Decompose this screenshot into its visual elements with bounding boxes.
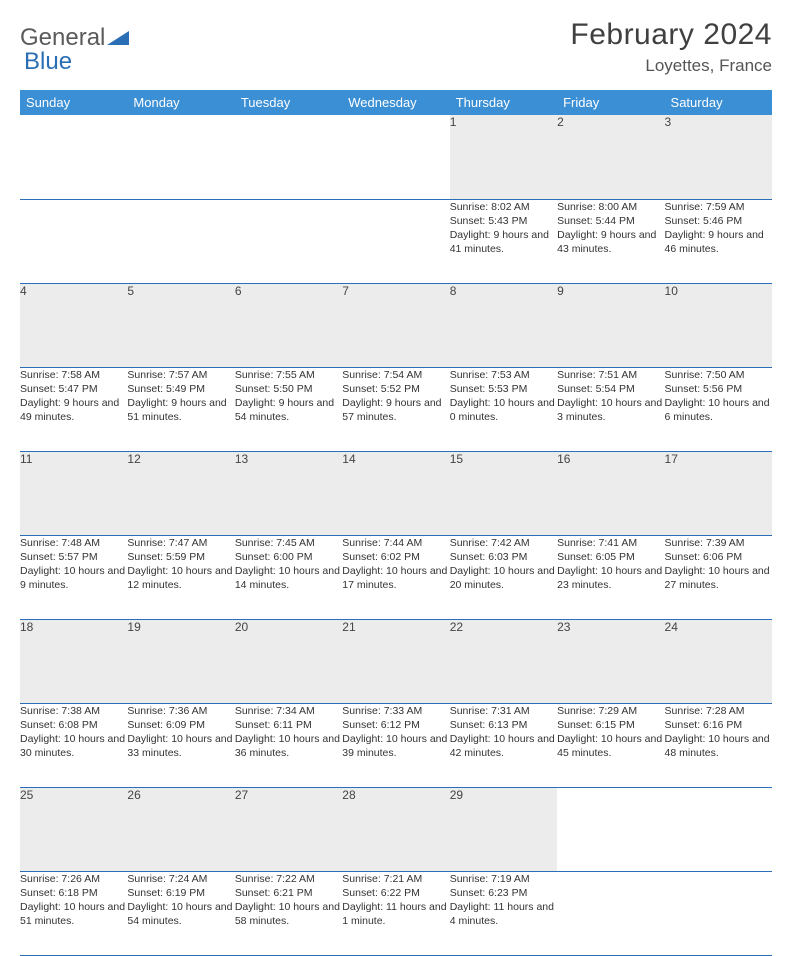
day-detail-cell: [20, 199, 127, 283]
day-detail-cell: Sunrise: 7:41 AMSunset: 6:05 PMDaylight:…: [557, 535, 664, 619]
day-number: [342, 115, 449, 199]
day-detail-cell: Sunrise: 7:36 AMSunset: 6:09 PMDaylight:…: [127, 703, 234, 787]
day-detail-cell: [665, 871, 772, 955]
day-number-row: 11121314151617: [20, 451, 772, 535]
day-detail-cell: Sunrise: 7:31 AMSunset: 6:13 PMDaylight:…: [450, 703, 557, 787]
day-detail-cell: [127, 199, 234, 283]
day-detail-cell: Sunrise: 7:26 AMSunset: 6:18 PMDaylight:…: [20, 871, 127, 955]
day-number: 25: [20, 787, 127, 871]
day-number: 15: [450, 451, 557, 535]
day-number: 22: [450, 619, 557, 703]
day-number: 6: [235, 283, 342, 367]
day-number: 7: [342, 283, 449, 367]
day-detail-cell: Sunrise: 7:34 AMSunset: 6:11 PMDaylight:…: [235, 703, 342, 787]
day-number: 16: [557, 451, 664, 535]
day-number: 4: [20, 283, 127, 367]
day-number: 5: [127, 283, 234, 367]
day-number: 21: [342, 619, 449, 703]
day-number-row: 45678910: [20, 283, 772, 367]
day-number: [557, 787, 664, 871]
day-number: 23: [557, 619, 664, 703]
weekday-header: Monday: [127, 90, 234, 115]
location: Loyettes, France: [570, 56, 772, 76]
day-number-row: 123: [20, 115, 772, 199]
day-detail-cell: Sunrise: 7:47 AMSunset: 5:59 PMDaylight:…: [127, 535, 234, 619]
day-number: 19: [127, 619, 234, 703]
weekday-header: Friday: [557, 90, 664, 115]
weekday-header: Thursday: [450, 90, 557, 115]
day-number: 11: [20, 451, 127, 535]
month-title: February 2024: [570, 18, 772, 52]
weekday-header-row: Sunday Monday Tuesday Wednesday Thursday…: [20, 90, 772, 115]
day-number: 20: [235, 619, 342, 703]
day-detail-cell: Sunrise: 7:19 AMSunset: 6:23 PMDaylight:…: [450, 871, 557, 955]
day-number: 28: [342, 787, 449, 871]
day-number: 9: [557, 283, 664, 367]
logo-text-2: Blue: [24, 48, 72, 76]
day-number: 2: [557, 115, 664, 199]
day-detail-cell: Sunrise: 7:45 AMSunset: 6:00 PMDaylight:…: [235, 535, 342, 619]
day-detail-cell: Sunrise: 7:38 AMSunset: 6:08 PMDaylight:…: [20, 703, 127, 787]
day-detail-cell: [342, 199, 449, 283]
day-number: [20, 115, 127, 199]
day-detail-row: Sunrise: 7:38 AMSunset: 6:08 PMDaylight:…: [20, 703, 772, 787]
day-number: [235, 115, 342, 199]
day-detail-cell: Sunrise: 7:44 AMSunset: 6:02 PMDaylight:…: [342, 535, 449, 619]
day-number: 8: [450, 283, 557, 367]
day-detail-cell: [557, 871, 664, 955]
day-number: 27: [235, 787, 342, 871]
day-detail-cell: Sunrise: 7:33 AMSunset: 6:12 PMDaylight:…: [342, 703, 449, 787]
day-number: 3: [665, 115, 772, 199]
logo: General: [20, 18, 129, 52]
weekday-header: Saturday: [665, 90, 772, 115]
day-number-row: 2526272829: [20, 787, 772, 871]
day-detail-cell: Sunrise: 7:39 AMSunset: 6:06 PMDaylight:…: [665, 535, 772, 619]
day-detail-row: Sunrise: 7:26 AMSunset: 6:18 PMDaylight:…: [20, 871, 772, 955]
calendar-table: Sunday Monday Tuesday Wednesday Thursday…: [20, 90, 772, 956]
day-detail-cell: Sunrise: 7:54 AMSunset: 5:52 PMDaylight:…: [342, 367, 449, 451]
weekday-header: Tuesday: [235, 90, 342, 115]
day-detail-cell: Sunrise: 7:48 AMSunset: 5:57 PMDaylight:…: [20, 535, 127, 619]
day-number: 24: [665, 619, 772, 703]
day-detail-row: Sunrise: 7:58 AMSunset: 5:47 PMDaylight:…: [20, 367, 772, 451]
day-detail-cell: Sunrise: 7:55 AMSunset: 5:50 PMDaylight:…: [235, 367, 342, 451]
day-detail-cell: Sunrise: 7:24 AMSunset: 6:19 PMDaylight:…: [127, 871, 234, 955]
day-detail-cell: Sunrise: 7:58 AMSunset: 5:47 PMDaylight:…: [20, 367, 127, 451]
day-detail-cell: Sunrise: 7:59 AMSunset: 5:46 PMDaylight:…: [665, 199, 772, 283]
day-number: 14: [342, 451, 449, 535]
day-detail-cell: Sunrise: 7:57 AMSunset: 5:49 PMDaylight:…: [127, 367, 234, 451]
day-detail-cell: Sunrise: 7:28 AMSunset: 6:16 PMDaylight:…: [665, 703, 772, 787]
day-number: 1: [450, 115, 557, 199]
day-number: [127, 115, 234, 199]
day-detail-cell: Sunrise: 7:29 AMSunset: 6:15 PMDaylight:…: [557, 703, 664, 787]
header: General February 2024 Loyettes, France: [20, 18, 772, 76]
day-detail-row: Sunrise: 8:02 AMSunset: 5:43 PMDaylight:…: [20, 199, 772, 283]
day-number-row: 18192021222324: [20, 619, 772, 703]
day-detail-row: Sunrise: 7:48 AMSunset: 5:57 PMDaylight:…: [20, 535, 772, 619]
day-detail-cell: Sunrise: 7:51 AMSunset: 5:54 PMDaylight:…: [557, 367, 664, 451]
day-detail-cell: Sunrise: 7:50 AMSunset: 5:56 PMDaylight:…: [665, 367, 772, 451]
day-number: 17: [665, 451, 772, 535]
day-number: 12: [127, 451, 234, 535]
day-detail-cell: Sunrise: 8:02 AMSunset: 5:43 PMDaylight:…: [450, 199, 557, 283]
day-number: 13: [235, 451, 342, 535]
day-number: 29: [450, 787, 557, 871]
day-number: 18: [20, 619, 127, 703]
day-detail-cell: Sunrise: 7:21 AMSunset: 6:22 PMDaylight:…: [342, 871, 449, 955]
day-detail-cell: Sunrise: 7:22 AMSunset: 6:21 PMDaylight:…: [235, 871, 342, 955]
weekday-header: Wednesday: [342, 90, 449, 115]
day-detail-cell: Sunrise: 7:53 AMSunset: 5:53 PMDaylight:…: [450, 367, 557, 451]
logo-triangle-icon: [107, 29, 129, 47]
day-detail-cell: [235, 199, 342, 283]
day-detail-cell: Sunrise: 8:00 AMSunset: 5:44 PMDaylight:…: [557, 199, 664, 283]
day-number: 10: [665, 283, 772, 367]
day-number: 26: [127, 787, 234, 871]
day-number: [665, 787, 772, 871]
weekday-header: Sunday: [20, 90, 127, 115]
day-detail-cell: Sunrise: 7:42 AMSunset: 6:03 PMDaylight:…: [450, 535, 557, 619]
